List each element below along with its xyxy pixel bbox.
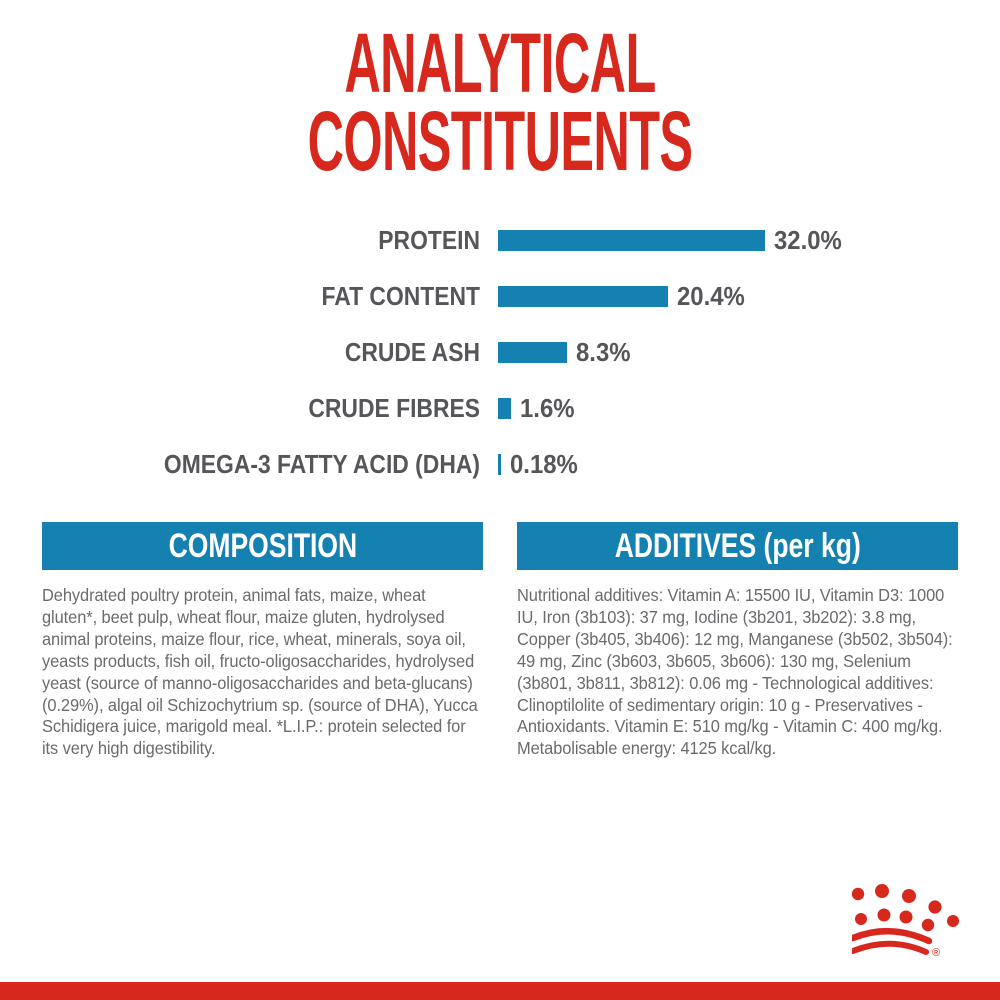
- bar-row: PROTEIN 32.0%: [0, 225, 1000, 255]
- bar-fill: [498, 341, 568, 363]
- royal-canin-crown-logo-icon: ®: [852, 884, 959, 959]
- bar-value-label: 8.3%: [576, 336, 631, 367]
- bar-fill: [498, 453, 501, 475]
- bar-category-label: OMEGA-3 FATTY ACID (DHA): [163, 448, 480, 479]
- info-columns: COMPOSITION Dehydrated poultry protein, …: [42, 522, 958, 760]
- bar-row: CRUDE FIBRES 1.6%: [0, 393, 1000, 423]
- bar-value-label: 1.6%: [520, 392, 575, 423]
- bar-row: OMEGA-3 FATTY ACID (DHA) 0.18%: [0, 449, 1000, 479]
- footer-red-bar: [0, 982, 1000, 1000]
- composition-header: COMPOSITION: [42, 522, 483, 571]
- analytical-constituents-bar-chart: PROTEIN 32.0% FAT CONTENT 20.4% CRUDE ASH 8.3…: [0, 225, 1000, 479]
- additives-header-label: ADDITIVES (per kg): [614, 526, 861, 565]
- title-line-1: ANALYTICAL: [344, 16, 656, 110]
- additives-body-text: Nutritional additives: Vitamin A: 15500 …: [517, 585, 953, 759]
- bar-value-label: 32.0%: [773, 224, 842, 255]
- additives-header: ADDITIVES (per kg): [517, 522, 958, 571]
- registered-trademark-icon: ®: [932, 947, 940, 959]
- composition-section: COMPOSITION Dehydrated poultry protein, …: [42, 522, 483, 760]
- bar-category-label: PROTEIN: [378, 224, 480, 255]
- bar-category-label: CRUDE ASH: [344, 336, 480, 367]
- bar-fill: [498, 397, 512, 419]
- additives-section: ADDITIVES (per kg) Nutritional additives…: [517, 522, 958, 760]
- bar-category-label: FAT CONTENT: [321, 280, 480, 311]
- bar-fill: [498, 229, 765, 251]
- page-title: ANALYTICAL CONSTITUENTS: [0, 0, 1000, 189]
- bar-category-label: CRUDE FIBRES: [308, 392, 480, 423]
- bar-row: CRUDE ASH 8.3%: [0, 337, 1000, 367]
- bar-row: FAT CONTENT 20.4%: [0, 281, 1000, 311]
- composition-header-label: COMPOSITION: [168, 526, 357, 565]
- title-line-2: CONSTITUENTS: [307, 94, 693, 189]
- composition-body-text: Dehydrated poultry protein, animal fats,…: [42, 585, 478, 759]
- bar-value-label: 20.4%: [677, 280, 745, 311]
- bar-value-label: 0.18%: [510, 448, 578, 479]
- bar-fill: [498, 285, 669, 307]
